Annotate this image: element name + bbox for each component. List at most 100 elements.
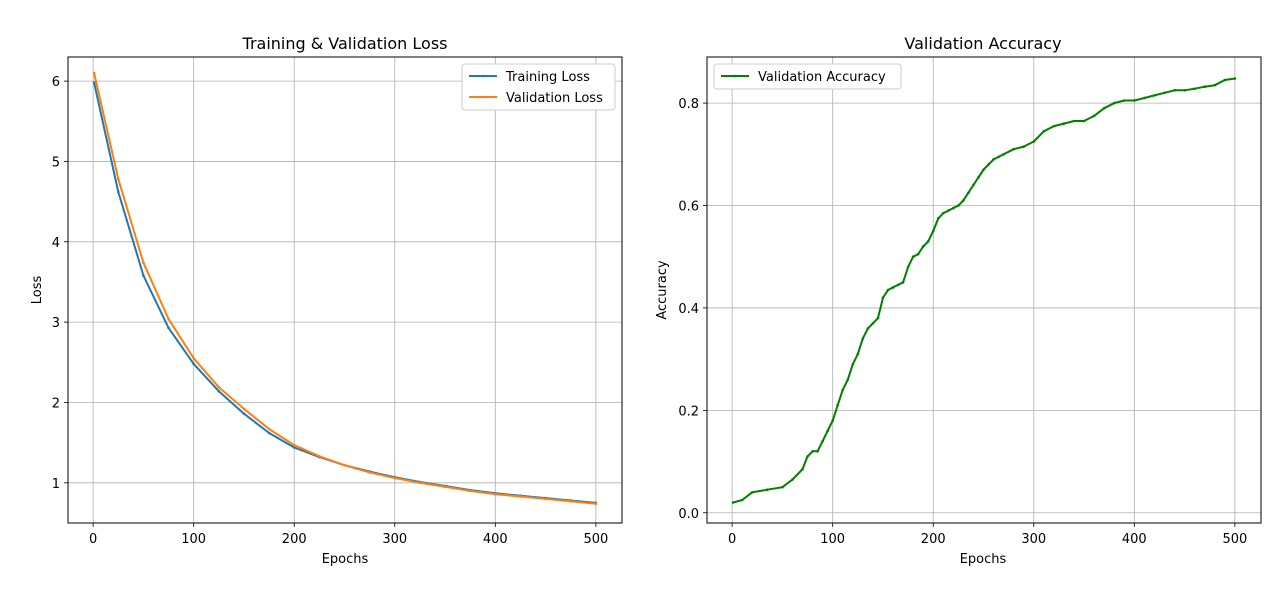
accuracy-grid <box>707 57 1261 523</box>
loss-x-label: Epochs <box>322 552 369 567</box>
data-point-validation-loss <box>393 476 397 480</box>
loss-chart: Training & Validation Loss 0 100 200 300 400… <box>30 34 623 567</box>
legend-label-training-loss: Training Loss <box>505 70 590 85</box>
y-tick-label: 0.6 <box>678 200 699 215</box>
accuracy-legend: Validation Accuracy <box>713 63 902 90</box>
data-point-validation-accuracy <box>1233 77 1237 80</box>
data-point-validation-accuracy <box>740 498 744 502</box>
legend-marker-training-loss <box>481 74 485 78</box>
data-point-validation-loss <box>569 500 573 503</box>
data-point-validation-accuracy <box>871 321 875 325</box>
y-tick-label: 4 <box>52 236 60 251</box>
data-point-validation-accuracy <box>791 478 794 481</box>
y-tick-label: 1 <box>52 477 60 492</box>
data-point-validation-accuracy <box>876 316 880 320</box>
data-point-validation-accuracy <box>821 439 824 443</box>
data-point-validation-accuracy <box>1102 106 1106 110</box>
data-point-validation-accuracy <box>1133 99 1136 102</box>
data-point-training-loss <box>192 362 195 366</box>
data-point-validation-accuracy <box>1072 119 1076 123</box>
accuracy-chart-title: Validation Accuracy <box>904 34 1061 53</box>
data-point-validation-accuracy <box>836 403 840 407</box>
data-point-validation-loss <box>167 317 170 321</box>
data-point-validation-loss <box>418 481 422 485</box>
data-point-validation-accuracy <box>967 191 970 195</box>
data-point-validation-loss <box>443 485 447 489</box>
data-point-validation-accuracy <box>906 265 910 269</box>
loss-series <box>92 71 598 506</box>
x-tick-label: 0 <box>89 532 97 547</box>
y-tick-label: 3 <box>52 316 60 331</box>
legend-label-validation-accuracy: Validation Accuracy <box>758 70 886 85</box>
data-point-validation-accuracy <box>1052 124 1056 128</box>
data-point-training-loss <box>116 190 120 194</box>
loss-legend: Training Loss Validation Loss <box>461 63 616 111</box>
x-tick-label: 500 <box>583 532 608 547</box>
data-point-validation-accuracy <box>1002 152 1005 156</box>
data-point-validation-accuracy <box>781 485 784 489</box>
data-point-validation-accuracy <box>1042 129 1046 133</box>
accuracy-plot-frame <box>706 56 1262 524</box>
data-point-validation-accuracy <box>846 378 850 381</box>
data-point-validation-accuracy <box>941 211 945 215</box>
legend-marker-validation-accuracy <box>733 74 737 78</box>
accuracy-legend-box <box>713 63 902 90</box>
data-point-validation-accuracy <box>866 327 870 330</box>
x-tick-label: 100 <box>181 532 206 547</box>
data-point-validation-accuracy <box>801 467 804 471</box>
x-tick-label: 0 <box>728 532 736 547</box>
data-point-validation-accuracy <box>1022 145 1026 148</box>
data-point-validation-loss <box>544 497 547 501</box>
data-point-validation-accuracy <box>947 209 950 212</box>
series-line-validation-loss <box>93 72 596 505</box>
data-point-validation-loss <box>192 356 195 360</box>
data-point-validation-accuracy <box>1203 85 1206 89</box>
x-tick-label: 400 <box>483 532 508 547</box>
y-tick-label: 0.2 <box>678 404 699 419</box>
data-point-validation-accuracy <box>1012 147 1015 151</box>
legend-marker-validation-loss <box>481 95 485 99</box>
accuracy-ticks: 0 100 200 300 400 500 0.0 0.2 0.4 0.6 0.8 <box>678 97 1247 547</box>
data-point-training-loss <box>142 274 145 277</box>
x-tick-label: 300 <box>382 532 407 547</box>
data-point-validation-loss <box>242 407 246 411</box>
data-point-validation-accuracy <box>1032 140 1036 143</box>
data-point-training-loss <box>242 412 246 416</box>
data-point-validation-loss <box>318 455 321 458</box>
y-tick-label: 6 <box>52 75 60 90</box>
data-point-validation-accuracy <box>891 286 895 289</box>
data-point-validation-accuracy <box>841 388 845 392</box>
data-point-validation-accuracy <box>921 245 925 248</box>
y-tick-label: 5 <box>52 155 60 170</box>
data-point-validation-accuracy <box>957 204 960 207</box>
data-point-validation-accuracy <box>1082 119 1086 123</box>
data-point-validation-accuracy <box>952 206 955 210</box>
y-tick-label: 0.4 <box>678 302 699 317</box>
data-point-validation-accuracy <box>816 450 819 453</box>
x-tick-label: 300 <box>1021 532 1046 547</box>
data-point-validation-accuracy <box>901 281 905 284</box>
data-point-validation-loss <box>494 492 497 496</box>
data-point-training-loss <box>92 81 96 85</box>
data-point-validation-accuracy <box>1213 83 1217 87</box>
data-point-validation-accuracy <box>856 352 860 356</box>
data-point-training-loss <box>292 446 296 449</box>
y-tick-label: 0.8 <box>678 97 699 112</box>
loss-chart-title: Training & Validation Loss <box>242 34 448 53</box>
data-point-validation-accuracy <box>851 362 855 366</box>
data-point-validation-accuracy <box>1163 91 1166 95</box>
data-point-validation-accuracy <box>911 255 915 259</box>
y-tick-label: 0.0 <box>678 507 699 522</box>
data-point-validation-accuracy <box>931 229 935 233</box>
data-point-validation-accuracy <box>997 155 1000 159</box>
accuracy-y-label: Accuracy <box>655 260 670 320</box>
data-point-validation-accuracy <box>987 163 990 166</box>
data-point-validation-accuracy <box>731 501 735 504</box>
data-point-validation-loss <box>217 385 221 389</box>
x-tick-label: 400 <box>1122 532 1147 547</box>
data-point-validation-accuracy <box>962 199 965 202</box>
data-point-validation-accuracy <box>1092 114 1096 118</box>
loss-ticks: 0 100 200 300 400 500 1 2 3 4 5 6 <box>52 75 609 547</box>
data-point-validation-accuracy <box>811 450 814 453</box>
loss-grid <box>68 57 622 523</box>
